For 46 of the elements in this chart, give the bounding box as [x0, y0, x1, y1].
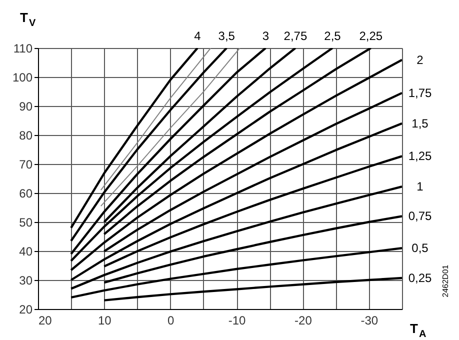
line-series — [70, 247, 402, 298]
x-tick-label: -30 — [360, 314, 378, 328]
y-tick-label: 70 — [19, 158, 33, 172]
y-tick-label: 50 — [19, 216, 33, 230]
x-tick-label: 20 — [38, 314, 52, 328]
line-series — [103, 155, 402, 268]
series-label: 2,5 — [324, 29, 342, 43]
y-tick-label: 30 — [19, 274, 33, 288]
series-label: 3 — [262, 29, 270, 43]
series-label: 1,5 — [412, 116, 429, 130]
line-series — [70, 58, 402, 272]
text: 2462D01 — [441, 264, 450, 298]
y-tick-label: 60 — [19, 186, 33, 200]
series-label: 3,5 — [218, 29, 236, 43]
line-series — [70, 48, 228, 242]
line-series — [103, 215, 402, 284]
series-label: 1,25 — [408, 149, 432, 164]
line-series — [70, 48, 267, 255]
series-label: 2,75 — [284, 29, 308, 43]
series-label: 0,5 — [412, 241, 429, 256]
y-tick-label: 110 — [13, 42, 33, 56]
y-tick-label: 40 — [19, 244, 33, 258]
x-tick-label: -20 — [294, 314, 312, 328]
series-label: 2 — [416, 52, 424, 67]
series-label: 2,25 — [359, 29, 383, 43]
line-series — [100, 48, 212, 191]
series-label: 0,25 — [408, 270, 432, 285]
series-label: 0,75 — [408, 209, 432, 224]
x-tick-label: -10 — [228, 314, 246, 328]
x-tick-label: 0 — [168, 314, 175, 328]
series-label: 1,75 — [408, 86, 432, 100]
line-series — [103, 92, 402, 252]
y-tick-label: 20 — [19, 302, 33, 316]
line-series — [70, 48, 199, 229]
y-tick-label: 90 — [19, 100, 33, 114]
y-tick-label: 80 — [19, 128, 33, 142]
y-tick-label: 100 — [12, 70, 33, 84]
series-label: 1 — [416, 180, 424, 194]
line-series — [100, 48, 240, 207]
line-series — [70, 48, 334, 262]
line-series — [103, 276, 402, 302]
line-series — [70, 186, 402, 290]
x-tick-label: 10 — [98, 314, 112, 328]
line-series — [70, 122, 402, 282]
series-label: 4 — [194, 29, 202, 43]
line-series — [103, 48, 372, 236]
